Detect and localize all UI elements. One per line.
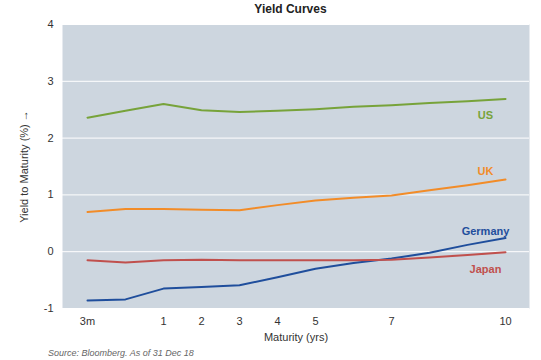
svg-text:10: 10	[499, 315, 511, 327]
svg-text:1: 1	[47, 188, 53, 200]
svg-text:2: 2	[198, 315, 204, 327]
svg-text:US: US	[478, 109, 493, 121]
svg-text:0: 0	[47, 245, 53, 257]
svg-text:Yield to Maturity (%) →: Yield to Maturity (%) →	[18, 110, 30, 223]
svg-text:-1: -1	[44, 302, 54, 314]
svg-text:5: 5	[312, 315, 318, 327]
svg-text:3: 3	[236, 315, 242, 327]
svg-text:Germany: Germany	[462, 225, 511, 237]
svg-text:3m: 3m	[80, 315, 95, 327]
svg-text:4: 4	[47, 18, 53, 30]
html-text:Source: Bloomberg. As of 31 De: Source: Bloomberg. As of 31 Dec 18	[48, 348, 194, 358]
svg-text:4: 4	[274, 315, 280, 327]
svg-text:7: 7	[388, 315, 394, 327]
svg-text:3: 3	[47, 75, 53, 87]
svg-text:Maturity (yrs): Maturity (yrs)	[264, 331, 328, 343]
svg-text:UK: UK	[478, 165, 494, 177]
svg-text:2: 2	[47, 132, 53, 144]
svg-text:Japan: Japan	[470, 263, 502, 275]
svg-text:1: 1	[160, 315, 166, 327]
html-text:Yield Curves: Yield Curves	[254, 2, 327, 16]
